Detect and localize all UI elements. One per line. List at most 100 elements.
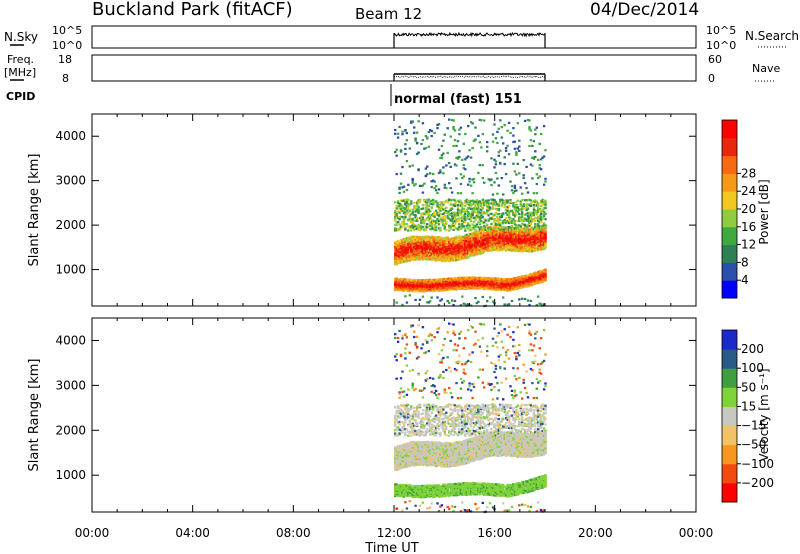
echo-cell xyxy=(526,191,530,194)
echo-cell xyxy=(523,278,527,281)
echo-cell xyxy=(500,229,503,232)
echo-cell xyxy=(519,278,522,281)
echo-cell xyxy=(413,228,416,231)
echo-cell xyxy=(525,165,528,168)
echo-cell xyxy=(434,237,438,240)
echo-cell xyxy=(481,248,484,251)
echo-cell xyxy=(439,226,442,229)
echo-cell xyxy=(446,239,449,242)
echo-cell xyxy=(504,235,508,238)
echo-cell xyxy=(496,236,499,239)
echo-cell xyxy=(429,280,432,283)
echo-cell xyxy=(427,252,430,255)
echo-cell xyxy=(394,132,397,135)
echo-cell xyxy=(440,216,444,219)
echo-cell xyxy=(395,245,398,248)
echo-cell xyxy=(478,164,482,167)
echo-cell xyxy=(487,205,490,208)
echo-cell xyxy=(405,248,409,251)
echo-cell xyxy=(462,249,465,252)
echo-cell xyxy=(396,280,400,283)
echo-cell xyxy=(509,287,512,290)
echo-cell xyxy=(458,235,461,238)
echo-cell xyxy=(458,201,461,204)
echo-cell xyxy=(420,247,423,250)
echo-cell xyxy=(522,236,525,239)
echo-cell xyxy=(535,248,538,251)
echo-cell xyxy=(407,206,410,209)
echo-cell xyxy=(532,156,536,159)
echo-cell xyxy=(490,279,493,282)
echo-cell xyxy=(529,277,533,280)
echo-cell xyxy=(523,275,527,278)
echo-cell xyxy=(402,240,406,244)
echo-cell xyxy=(532,249,536,252)
echo-cell xyxy=(512,140,515,144)
echo-cell xyxy=(443,251,446,254)
echo-cell xyxy=(528,235,531,238)
echo-cell xyxy=(481,238,484,242)
echo-cell xyxy=(497,245,500,248)
echo-cell xyxy=(395,485,398,488)
echo-cell xyxy=(396,278,400,281)
echo-cell xyxy=(497,204,500,207)
echo-cell xyxy=(478,245,482,248)
echo-cell xyxy=(500,249,503,252)
echo-cell xyxy=(531,156,534,159)
echo-cell xyxy=(519,225,522,228)
echo-cell xyxy=(453,226,457,229)
echo-cell xyxy=(510,226,514,229)
echo-cell xyxy=(509,221,512,224)
echo-cell xyxy=(513,223,517,226)
echo-cell xyxy=(437,214,441,217)
echo-cell xyxy=(525,281,528,284)
echo-cell xyxy=(474,205,477,208)
echo-cell xyxy=(537,202,540,205)
echo-cell xyxy=(541,210,544,213)
echo-cell xyxy=(490,286,493,289)
echo-cell xyxy=(426,208,429,211)
echo-cell xyxy=(519,200,522,203)
echo-cell xyxy=(399,203,403,206)
echo-cell xyxy=(407,257,410,260)
echo-cell xyxy=(443,253,446,257)
echo-cell xyxy=(500,288,503,291)
echo-cell xyxy=(395,446,398,449)
echo-cell xyxy=(456,241,460,244)
echo-cell xyxy=(509,284,512,287)
echo-cell xyxy=(487,276,490,280)
echo-cell xyxy=(404,203,407,206)
echo-cell xyxy=(528,238,531,242)
echo-cell xyxy=(420,185,423,188)
echo-cell xyxy=(417,200,420,204)
echo-cell xyxy=(538,220,541,223)
echo-cell xyxy=(504,233,508,236)
echo-cell xyxy=(515,224,518,227)
echo-cell xyxy=(499,234,502,237)
echo-cell xyxy=(452,246,455,249)
echo-cell xyxy=(496,242,499,245)
echo-cell xyxy=(477,230,480,233)
echo-cell xyxy=(410,252,413,255)
echo-cell xyxy=(542,303,546,306)
echo-cell xyxy=(420,214,423,217)
echo-cell xyxy=(487,231,490,234)
echo-cell xyxy=(433,288,436,292)
echo-cell xyxy=(509,289,512,292)
echo-cell xyxy=(394,128,397,132)
echo-cell xyxy=(448,251,451,254)
echo-cell xyxy=(528,128,531,131)
echo-cell xyxy=(433,258,436,261)
echo-cell xyxy=(464,256,467,259)
echo-cell xyxy=(458,199,461,202)
echo-cell xyxy=(516,162,519,165)
echo-cell xyxy=(401,226,404,229)
echo-cell xyxy=(407,208,410,211)
echo-cell xyxy=(394,494,397,498)
echo-cell xyxy=(408,247,411,250)
echo-cell xyxy=(399,257,403,260)
echo-cell xyxy=(491,278,495,281)
echo-cell xyxy=(453,240,457,243)
echo-cell xyxy=(456,214,460,217)
echo-cell xyxy=(513,246,517,249)
